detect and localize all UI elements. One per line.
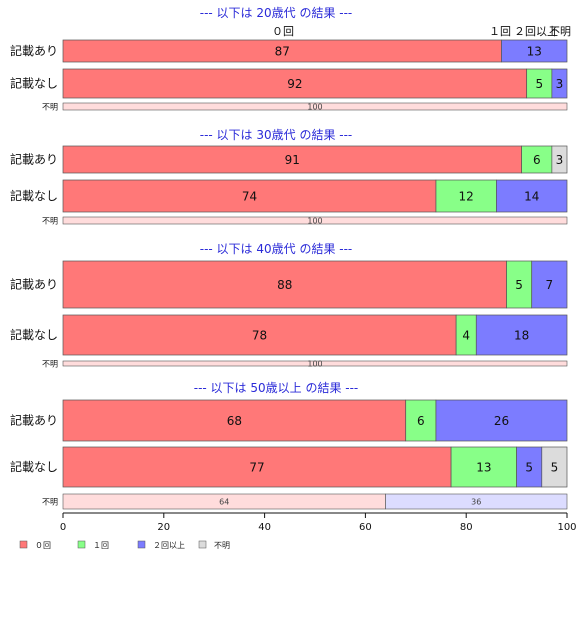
row-label: 不明 [42, 498, 58, 507]
x-tick-label: 60 [359, 522, 372, 533]
bar-segment [496, 179, 568, 213]
data-label: 68 [227, 414, 242, 428]
bar-segment [62, 360, 568, 367]
bar-segment [62, 102, 568, 111]
bar-segment [526, 68, 553, 99]
data-label: 92 [287, 77, 302, 91]
x-tick-label: 100 [557, 522, 576, 533]
x-tick-label: 20 [157, 522, 170, 533]
data-label: 100 [307, 360, 322, 369]
bar-segment [506, 260, 533, 309]
row-label: 記載なし [10, 459, 58, 474]
bar-segment [62, 399, 407, 442]
data-label: 74 [242, 190, 257, 204]
bar-segment [62, 446, 452, 488]
data-label: 4 [462, 329, 470, 343]
data-label: 18 [514, 329, 529, 343]
bar-segment [435, 399, 568, 442]
bar-segment [541, 446, 568, 488]
bar-segment [62, 216, 568, 225]
data-label: 13 [476, 461, 491, 475]
data-label: 14 [524, 190, 539, 204]
data-label: 7 [546, 278, 554, 292]
data-label: 5 [525, 461, 533, 475]
header-label: １回 [489, 25, 511, 38]
bar-segment [62, 179, 437, 213]
data-label: 6 [417, 414, 425, 428]
bar-segment [516, 446, 543, 488]
row-label: 記載あり [10, 152, 58, 167]
legend-swatch [198, 540, 207, 549]
data-label: 77 [249, 461, 264, 475]
bar-segment [551, 68, 568, 99]
x-tick-label: 40 [258, 522, 271, 533]
data-label: 12 [459, 190, 474, 204]
data-label: 3 [556, 77, 564, 91]
legend-label: ０回 [35, 541, 51, 550]
row-label: 不明 [42, 217, 58, 226]
data-label: 100 [307, 103, 322, 112]
header-label: 不明 [549, 25, 571, 38]
data-label: 87 [275, 45, 290, 59]
data-label: 13 [527, 45, 542, 59]
row-label: 記載あり [10, 277, 58, 292]
row-label: 記載なし [10, 188, 58, 203]
bar-segment [551, 145, 568, 174]
data-label: 6 [533, 153, 541, 167]
bar-segment [62, 260, 507, 309]
row-label: 記載なし [10, 76, 58, 91]
x-tick-label: 0 [60, 522, 66, 533]
group-title: --- 以下は 30歳代 の結果 --- [200, 128, 353, 142]
bar-segment [62, 314, 457, 356]
bar-segment [475, 314, 568, 356]
legend-swatch [19, 540, 28, 549]
group-title: --- 以下は 20歳代 の結果 --- [200, 6, 353, 20]
bar-segment [450, 446, 517, 488]
bar-segment [501, 39, 568, 63]
bar-segment [385, 493, 568, 510]
legend-label: ２回以上 [153, 541, 185, 550]
row-label: 記載なし [10, 327, 58, 342]
data-label: 5 [515, 278, 523, 292]
legend-swatch [137, 540, 146, 549]
group-title: --- 以下は 50歳以上 の結果 --- [194, 381, 359, 395]
row-label: 記載あり [10, 43, 58, 58]
bar-segment [405, 399, 437, 442]
data-label: 26 [494, 414, 509, 428]
bar-segment [531, 260, 568, 309]
data-label: 36 [471, 498, 481, 507]
header-label: ２回以上 [514, 25, 558, 38]
data-label: 5 [551, 461, 559, 475]
data-label: 3 [556, 153, 564, 167]
row-label: 不明 [42, 360, 58, 369]
group-title: --- 以下は 40歳代 の結果 --- [200, 242, 353, 256]
row-label: 不明 [42, 103, 58, 112]
data-label: 5 [535, 77, 543, 91]
x-tick-label: 80 [460, 522, 473, 533]
header-label: ０回 [272, 25, 294, 38]
row-label: 記載あり [10, 413, 58, 428]
data-label: 64 [219, 498, 229, 507]
legend-label: 不明 [214, 541, 230, 550]
data-label: 88 [277, 278, 292, 292]
data-label: 91 [285, 153, 300, 167]
legend-swatch [77, 540, 86, 549]
data-label: 78 [252, 329, 267, 343]
legend-label: １回 [93, 541, 109, 550]
data-label: 100 [307, 217, 322, 226]
bar-segment [435, 179, 497, 213]
